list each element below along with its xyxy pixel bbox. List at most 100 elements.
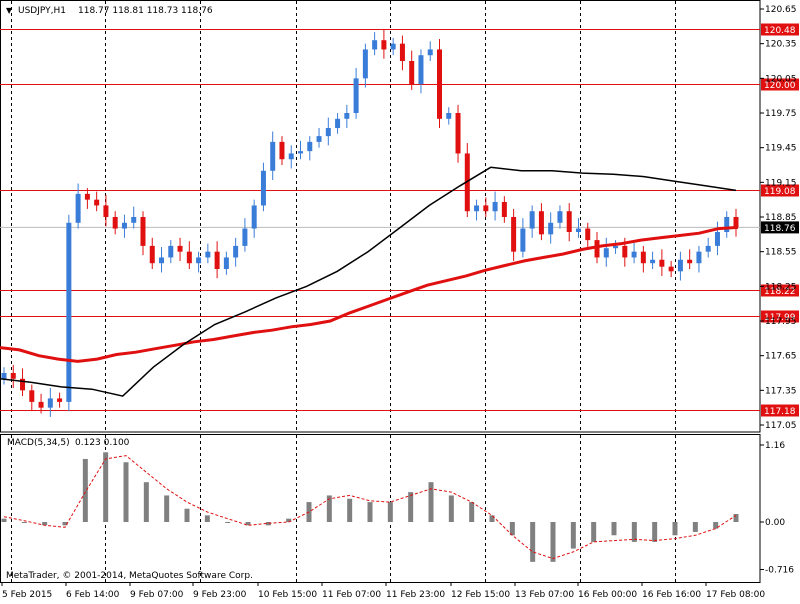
candle-body bbox=[724, 217, 730, 233]
macd-histogram-bar bbox=[103, 452, 109, 522]
macd-histogram-bar bbox=[62, 522, 68, 526]
x-tick-label: 16 Feb 16:00 bbox=[642, 590, 701, 600]
candle-body bbox=[501, 201, 507, 217]
main-plot-border bbox=[0, 0, 761, 433]
level-label: 118.22 bbox=[764, 287, 796, 297]
copyright-text: MetaTrader, © 2001-2014, MetaQuotes Soft… bbox=[6, 571, 253, 581]
candle-body bbox=[344, 113, 350, 119]
macd-histogram-bar bbox=[367, 502, 373, 522]
y-tick-label: 119.75 bbox=[765, 109, 797, 119]
macd-histogram-bar bbox=[713, 522, 719, 529]
candle-body bbox=[140, 217, 146, 246]
moving-average-slow bbox=[0, 166, 737, 397]
macd-histogram-bar bbox=[184, 508, 190, 522]
candle-body bbox=[696, 251, 702, 264]
level-label-bg bbox=[761, 184, 799, 197]
macd-y-tick-label: 1.16 bbox=[765, 441, 785, 451]
candle-body bbox=[103, 205, 109, 217]
level-label-bg bbox=[761, 284, 799, 297]
candle-body bbox=[603, 248, 609, 258]
collapse-arrow-icon[interactable]: ▼ bbox=[6, 6, 13, 15]
candle-body bbox=[242, 228, 248, 246]
macd-histogram-bar bbox=[225, 522, 231, 523]
macd-histogram-bar bbox=[530, 522, 536, 562]
macd-panel: 1.16 0.00 -0.716 bbox=[1, 441, 794, 576]
x-tick-label: 9 Feb 07:00 bbox=[130, 590, 184, 600]
candle-body bbox=[372, 40, 378, 50]
candle-body bbox=[233, 245, 239, 258]
macd-histogram-bar bbox=[143, 482, 149, 522]
moving-averages bbox=[0, 166, 739, 397]
candle-body bbox=[362, 49, 368, 79]
candle-body bbox=[594, 240, 600, 258]
candle-body bbox=[279, 141, 285, 160]
macd-histogram-bar bbox=[692, 522, 698, 532]
candle-body bbox=[335, 118, 341, 129]
x-tick-label: 11 Feb 07:00 bbox=[322, 590, 381, 600]
macd-histogram-bar bbox=[448, 495, 454, 522]
current-price-bg bbox=[761, 221, 799, 234]
candle-body bbox=[687, 259, 693, 264]
candle-body bbox=[418, 55, 424, 85]
y-tick-label: 117.95 bbox=[765, 317, 797, 327]
candle-body bbox=[409, 61, 415, 85]
candle-body bbox=[131, 217, 137, 223]
candle-body bbox=[381, 40, 387, 50]
candle-body bbox=[474, 205, 480, 212]
candle-body bbox=[705, 245, 711, 252]
candle-body bbox=[548, 222, 554, 235]
macd-histogram-bar bbox=[347, 498, 353, 522]
candle-body bbox=[75, 193, 81, 223]
candle-body bbox=[492, 201, 498, 212]
horizontal-levels[interactable]: 120.48 120.00 119.08 118.22 117.99 117.18 bbox=[0, 23, 799, 418]
candle-body bbox=[66, 222, 72, 402]
level-label-bg bbox=[761, 404, 799, 417]
candle-body bbox=[446, 113, 452, 119]
level-label: 117.18 bbox=[764, 407, 796, 417]
candle-body bbox=[650, 259, 656, 264]
level-label: 120.48 bbox=[764, 26, 796, 36]
macd-histogram-bar bbox=[387, 502, 393, 522]
candle-body bbox=[659, 259, 665, 267]
candle-body bbox=[557, 211, 563, 223]
macd-histogram-bar bbox=[123, 462, 129, 522]
x-tick-label: 13 Feb 07:00 bbox=[515, 590, 574, 600]
candle-body bbox=[260, 170, 266, 206]
candle-body bbox=[177, 245, 183, 252]
candle-body bbox=[112, 217, 118, 229]
candle-body bbox=[84, 193, 90, 200]
macd-histogram-bar bbox=[550, 522, 556, 562]
candle-body bbox=[529, 211, 535, 229]
chart-frame bbox=[0, 0, 761, 583]
candle-body bbox=[168, 245, 174, 258]
macd-histogram-bar bbox=[509, 522, 515, 536]
candle-body bbox=[251, 205, 257, 229]
candle-body bbox=[223, 257, 229, 269]
macd-histogram-bar bbox=[408, 492, 414, 522]
macd-histogram-bar bbox=[245, 522, 251, 526]
x-tick-label: 12 Feb 15:00 bbox=[451, 590, 510, 600]
candle-body bbox=[214, 251, 220, 269]
macd-plot-border bbox=[0, 434, 761, 583]
macd-histogram-bar bbox=[591, 522, 597, 542]
y-tick-label: 119.45 bbox=[765, 144, 797, 154]
candle-body bbox=[464, 153, 470, 212]
candle-body bbox=[613, 245, 619, 249]
candle-body bbox=[622, 245, 628, 258]
grid bbox=[0, 1, 760, 582]
candle-body bbox=[714, 232, 720, 246]
macd-histogram-bar bbox=[42, 522, 48, 526]
x-tick-label: 10 Feb 15:00 bbox=[258, 590, 317, 600]
y-tick-label: 120.65 bbox=[765, 5, 797, 15]
candle-body bbox=[205, 251, 211, 258]
x-tick-label: 5 Feb 2015 bbox=[2, 590, 52, 600]
level-label: 117.99 bbox=[764, 313, 796, 323]
candle-body bbox=[325, 128, 331, 137]
level-label-bg bbox=[761, 78, 799, 91]
macd-histogram-bar bbox=[733, 514, 739, 522]
candle-body bbox=[733, 217, 739, 228]
candle-body bbox=[298, 151, 304, 154]
moving-average-fast bbox=[0, 225, 739, 363]
